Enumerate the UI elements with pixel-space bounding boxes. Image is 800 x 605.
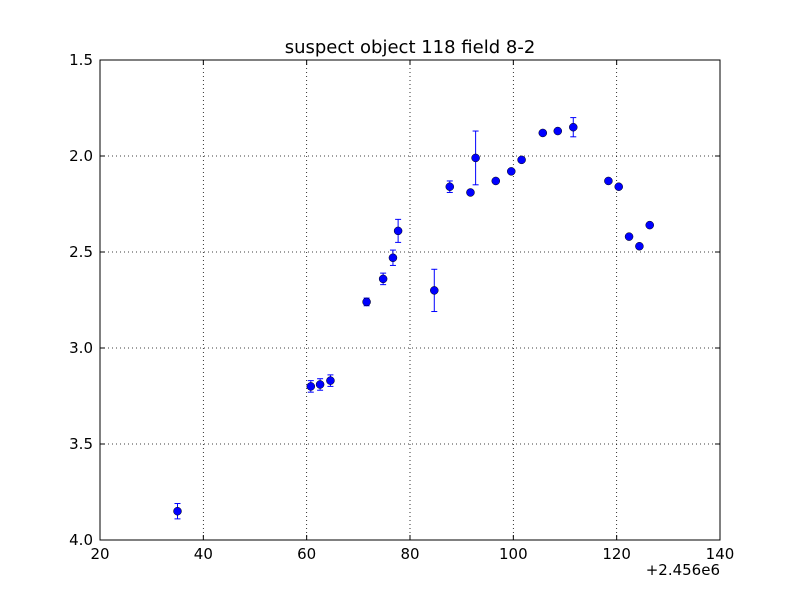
data-point bbox=[388, 253, 398, 263]
data-point bbox=[466, 188, 475, 197]
grid-lines bbox=[100, 60, 720, 540]
data-point bbox=[507, 167, 516, 176]
y-tick-label: 4.0 bbox=[69, 531, 93, 549]
data-point bbox=[393, 226, 403, 236]
x-tick-label: 100 bbox=[499, 545, 528, 563]
x-tick-label: 20 bbox=[90, 545, 109, 563]
data-point bbox=[445, 182, 455, 191]
axis-ticks bbox=[99, 59, 721, 541]
x-tick-label: 120 bbox=[602, 545, 631, 563]
data-point bbox=[553, 126, 563, 136]
data-point bbox=[315, 380, 325, 389]
data-point bbox=[614, 182, 623, 191]
data-point bbox=[430, 286, 439, 295]
data-point bbox=[306, 382, 316, 391]
y-tick-label: 2.0 bbox=[69, 147, 93, 165]
data-point bbox=[362, 297, 371, 307]
y-tick-label: 3.0 bbox=[69, 339, 93, 357]
data-point bbox=[517, 155, 526, 165]
data-point bbox=[326, 376, 335, 385]
data-point bbox=[635, 241, 644, 251]
error-bars bbox=[174, 117, 653, 520]
y-axis-tick-labels: 1.5 2.0 2.5 3.0 3.5 4.0 bbox=[69, 51, 93, 549]
data-point bbox=[378, 274, 388, 284]
x-tick-label: 40 bbox=[194, 545, 213, 563]
chart-title: suspect object 118 field 8-2 bbox=[285, 37, 536, 58]
data-point bbox=[491, 176, 501, 186]
x-axis-tick-labels: 20 40 60 80 100 120 140 bbox=[90, 545, 734, 563]
data-point bbox=[538, 128, 548, 138]
data-point bbox=[471, 153, 480, 163]
data-point bbox=[604, 176, 613, 186]
data-points bbox=[173, 122, 654, 516]
data-point bbox=[569, 122, 578, 132]
data-point bbox=[173, 506, 182, 516]
x-tick-label: 60 bbox=[297, 545, 316, 563]
y-tick-label: 3.5 bbox=[69, 435, 93, 453]
x-axis-offset-label: +2.456e6 bbox=[646, 561, 720, 579]
x-tick-label: 80 bbox=[400, 545, 419, 563]
data-point bbox=[624, 232, 634, 241]
y-tick-label: 1.5 bbox=[69, 51, 93, 69]
x-tick-label: 140 bbox=[706, 545, 735, 563]
data-point bbox=[645, 220, 654, 230]
y-tick-label: 2.5 bbox=[69, 243, 93, 261]
